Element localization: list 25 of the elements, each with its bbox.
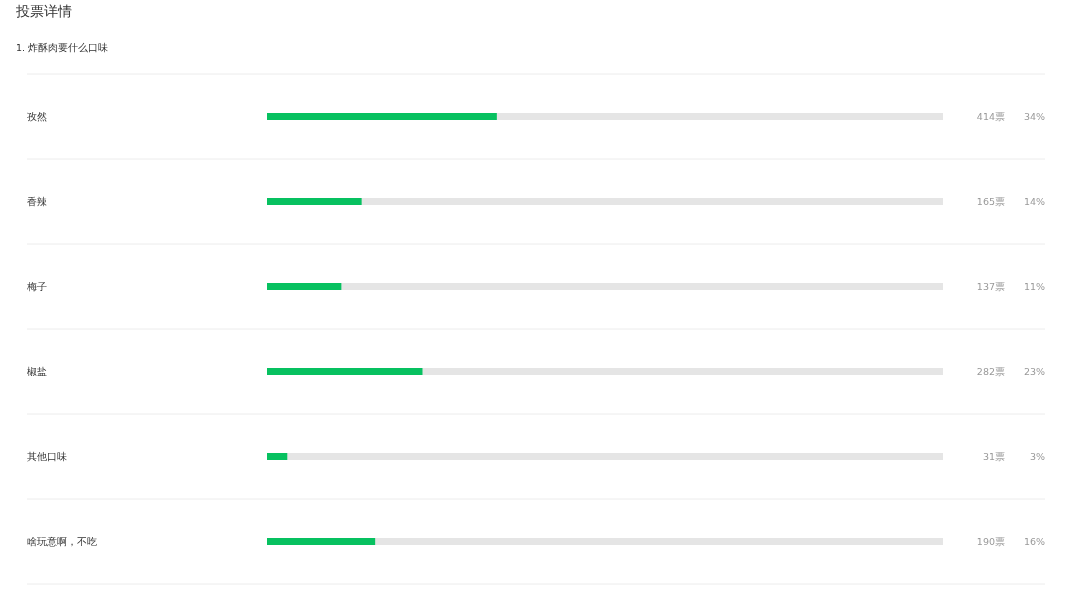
bar (267, 453, 288, 460)
text: 137票 (976, 281, 1005, 292)
data-label: 14% (1023, 196, 1045, 207)
bar (267, 283, 342, 290)
data-label: 16% (1023, 536, 1045, 547)
data-label: 34% (1023, 111, 1045, 122)
y-tick-label: 其他口味 (27, 451, 67, 462)
data-label: 11% (1023, 281, 1045, 292)
data-label: 23% (1023, 366, 1045, 377)
y-tick-label: 椒盐 (27, 366, 47, 377)
bar (267, 538, 376, 545)
bar (267, 368, 423, 375)
y-tick-label: 香辣 (27, 196, 47, 207)
y-tick-label: 啥玩意啊，不吃 (27, 536, 97, 547)
text: 31票 (982, 451, 1005, 462)
y-tick-label: 梅子 (26, 281, 47, 292)
bar (267, 198, 362, 205)
text: 414票 (976, 111, 1005, 122)
text: 1. 炸酥肉要什么口味 (16, 41, 109, 53)
text: 165票 (976, 196, 1005, 207)
data-label: 3% (1029, 451, 1045, 462)
text: 投票详情 (15, 3, 72, 19)
y-tick-label: 孜然 (27, 111, 47, 122)
text: 190票 (976, 536, 1005, 547)
text: 282票 (976, 366, 1005, 377)
